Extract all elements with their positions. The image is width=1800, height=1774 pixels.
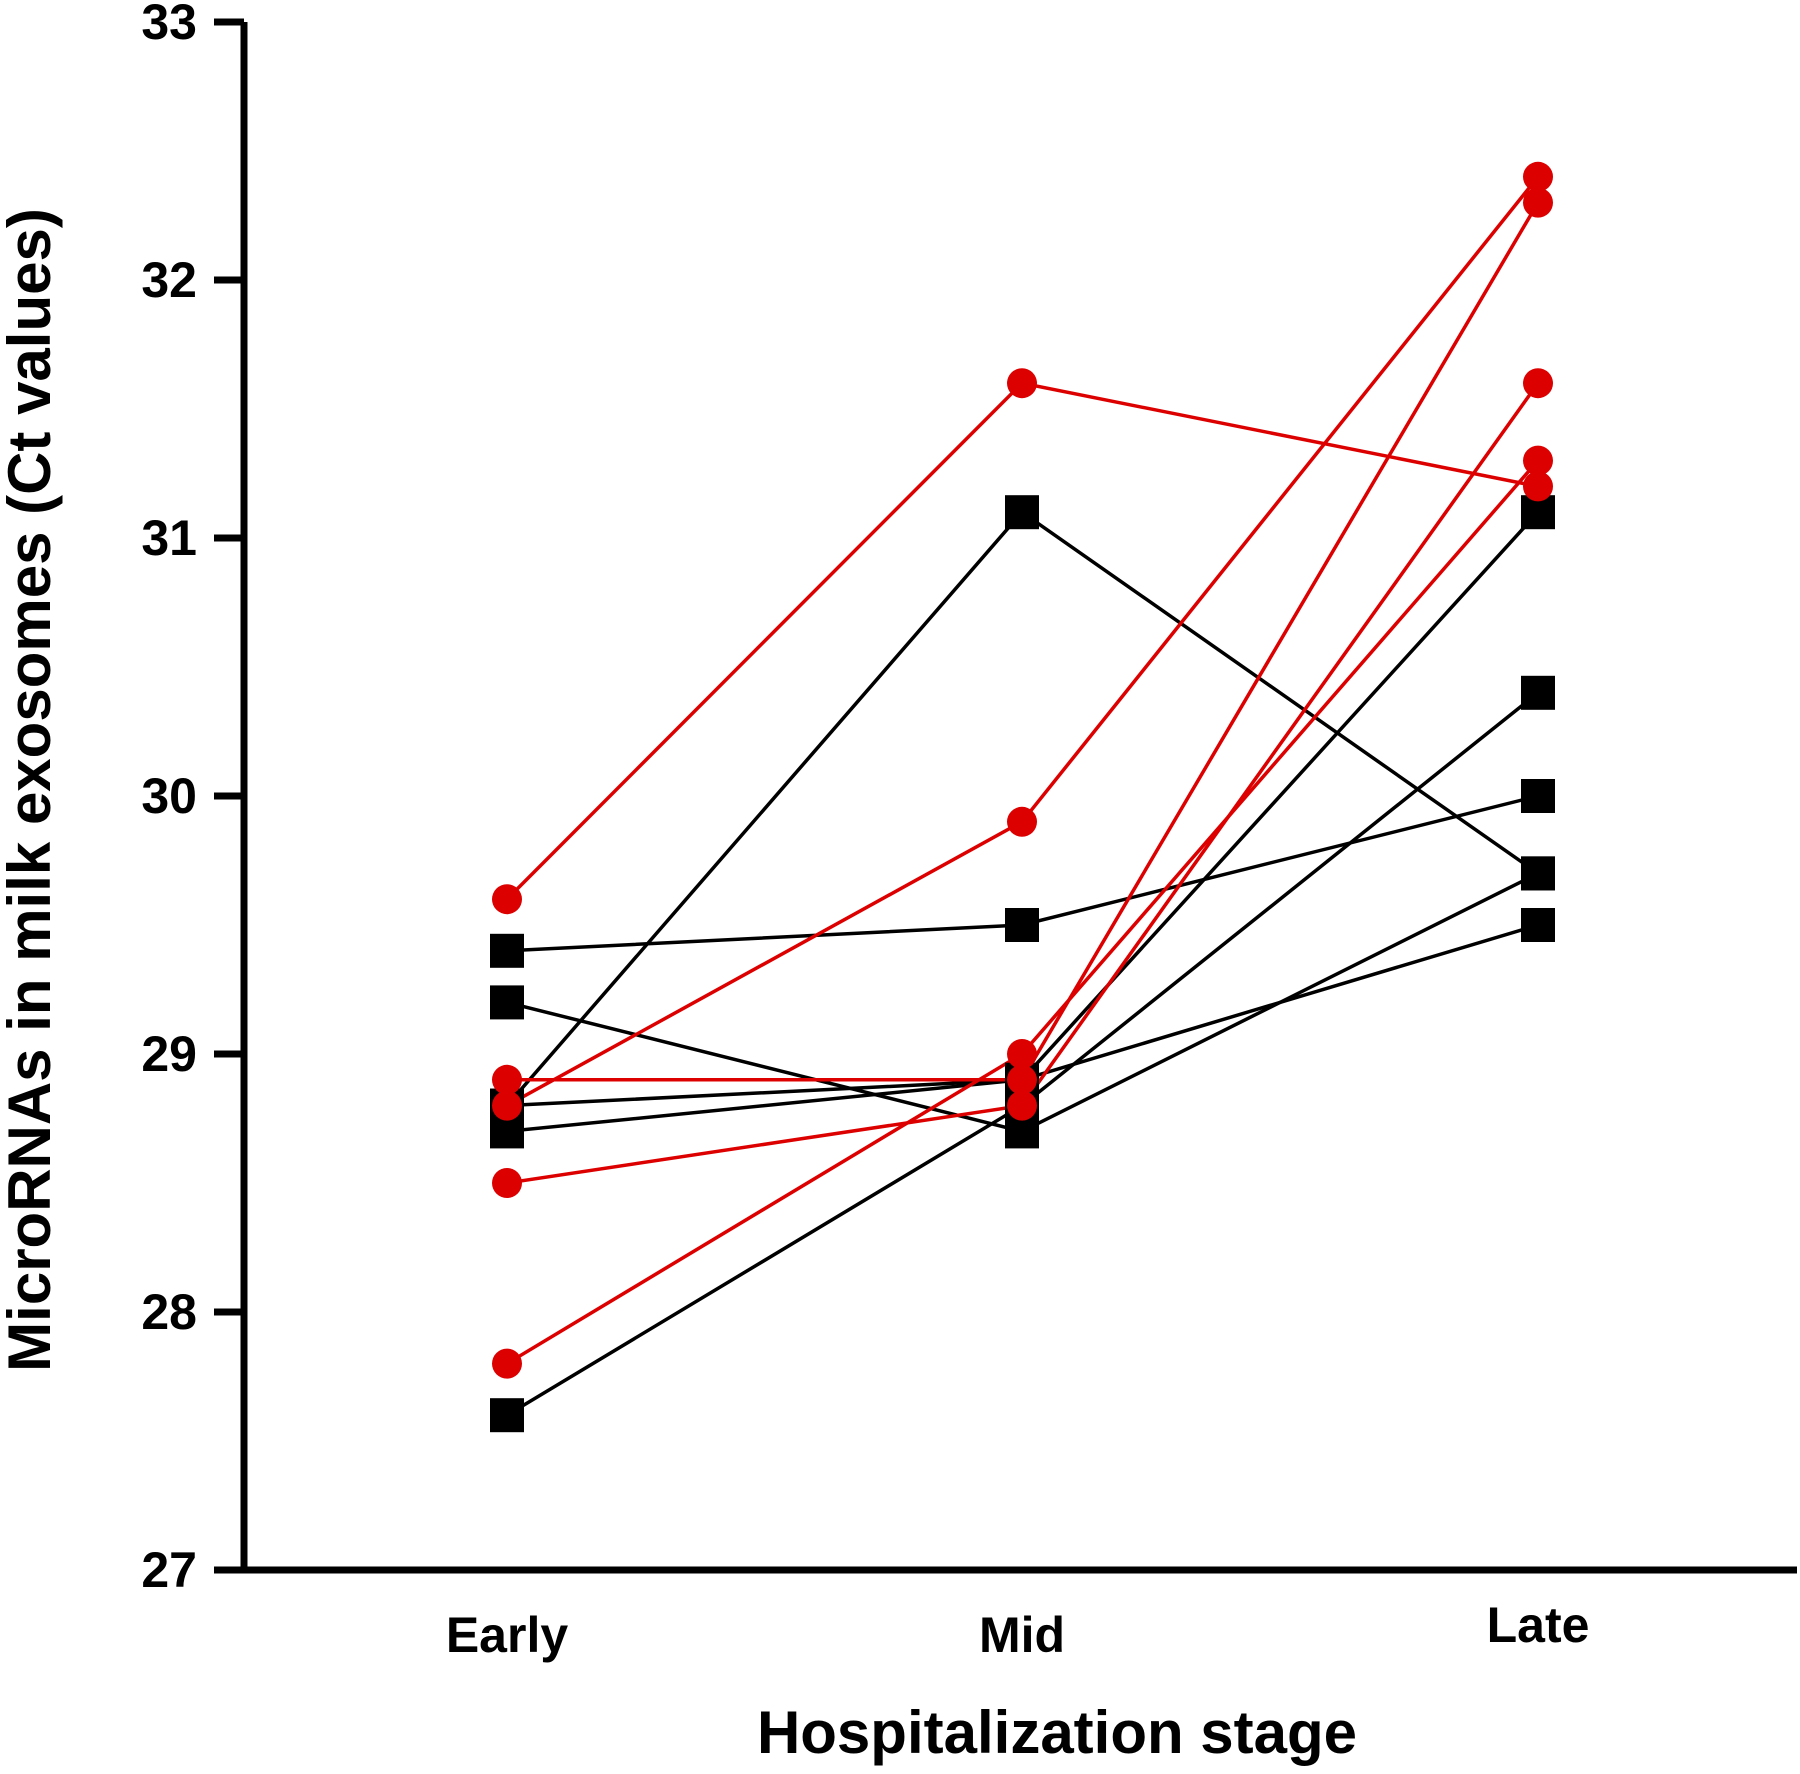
- y-tick-label: 31: [141, 510, 197, 566]
- y-ticks: 27 28 29 30 31 32 33: [141, 0, 244, 1598]
- circle-marker: [1523, 445, 1553, 476]
- x-tick-labels: Early Mid Late: [446, 1597, 1590, 1663]
- series-lines: [505, 175, 1540, 1417]
- square-marker: [1521, 856, 1555, 891]
- square-marker: [490, 985, 524, 1020]
- circle-marker: [492, 1064, 522, 1095]
- circle-marker: [492, 884, 522, 915]
- y-tick-label: 27: [141, 1542, 197, 1598]
- square-marker: [1521, 908, 1555, 942]
- circle-marker: [1007, 1039, 1037, 1069]
- series-line-red: [507, 201, 1540, 1082]
- y-tick-label: 28: [141, 1284, 197, 1340]
- circle-marker: [1007, 806, 1037, 837]
- circle-marker: [492, 1090, 522, 1121]
- y-tick-label: 32: [141, 252, 197, 308]
- circle-marker: [1007, 1064, 1037, 1095]
- square-marker: [490, 933, 524, 968]
- series-layer: [490, 161, 1555, 1433]
- axes-layer: [240, 22, 1797, 1574]
- circle-marker: [1523, 187, 1553, 218]
- square-marker: [490, 1398, 524, 1433]
- circle-marker: [1523, 368, 1553, 399]
- series-line-red: [506, 175, 1540, 1108]
- circle-marker: [1007, 1090, 1037, 1121]
- circle-marker: [1007, 368, 1037, 399]
- x-tick-label: Late: [1487, 1597, 1590, 1653]
- circle-marker: [1523, 471, 1553, 502]
- x-tick-label: Early: [446, 1607, 569, 1663]
- square-marker: [1005, 495, 1039, 530]
- circle-marker: [492, 1168, 522, 1198]
- x-tick-label: Mid: [979, 1607, 1065, 1663]
- y-tick-label: 30: [141, 768, 197, 824]
- circle-marker: [492, 1348, 522, 1379]
- square-marker: [1005, 908, 1039, 942]
- square-marker: [1521, 779, 1555, 813]
- circle-marker: [1523, 161, 1553, 192]
- y-axis-title: MicroRNAs in milk exosomes (Ct values): [0, 208, 63, 1372]
- square-marker: [1521, 675, 1555, 710]
- y-tick-label: 29: [141, 1026, 197, 1082]
- series-markers: [490, 161, 1555, 1433]
- y-tick-label: 33: [141, 0, 197, 50]
- x-axis-title: Hospitalization stage: [757, 1699, 1357, 1766]
